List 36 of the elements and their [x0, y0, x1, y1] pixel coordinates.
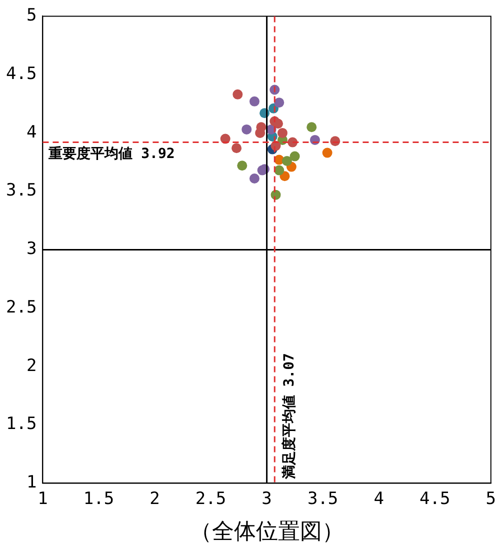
y-tick-label: 2: [26, 356, 37, 376]
point: [322, 148, 332, 158]
point: [232, 143, 242, 154]
y-tick-label: 2.5: [6, 297, 37, 318]
point: [232, 89, 243, 100]
point: [274, 165, 284, 176]
ref-line-label: 満足度平均値 3.07: [280, 353, 298, 480]
point: [237, 160, 248, 171]
point: [273, 118, 283, 129]
x-tick-label: 1.5: [83, 488, 114, 509]
x-tick-label: 3.5: [307, 488, 338, 509]
y-tick-label: 3.5: [6, 180, 37, 201]
x-tick-label: 3: [262, 488, 272, 509]
point: [274, 98, 284, 108]
y-tick-label: 1: [26, 472, 37, 493]
point: [257, 165, 268, 176]
point: [290, 151, 300, 162]
point: [282, 156, 292, 166]
point: [242, 124, 252, 134]
point: [249, 96, 260, 106]
x-tick-label: 2.5: [195, 488, 226, 509]
x-tick-label: 2: [150, 488, 160, 509]
x-tick-label: 5: [486, 488, 496, 509]
point: [255, 128, 266, 138]
point: [277, 128, 288, 138]
point: [249, 173, 260, 184]
y-tick-label: 4.5: [6, 64, 37, 84]
y-tick-label: 1.5: [6, 414, 37, 434]
point: [306, 122, 317, 132]
y-tick-label: 5: [26, 6, 37, 26]
ref-line-label: 重要度平均値 3.92: [48, 144, 175, 162]
y-tick-label: 3: [26, 239, 37, 260]
x-tick-label: 4: [374, 488, 384, 509]
x-tick-label: 4.5: [420, 488, 450, 509]
y-tick-label: 4: [26, 122, 37, 142]
x-axis-title: （全体位置図）: [190, 520, 344, 545]
